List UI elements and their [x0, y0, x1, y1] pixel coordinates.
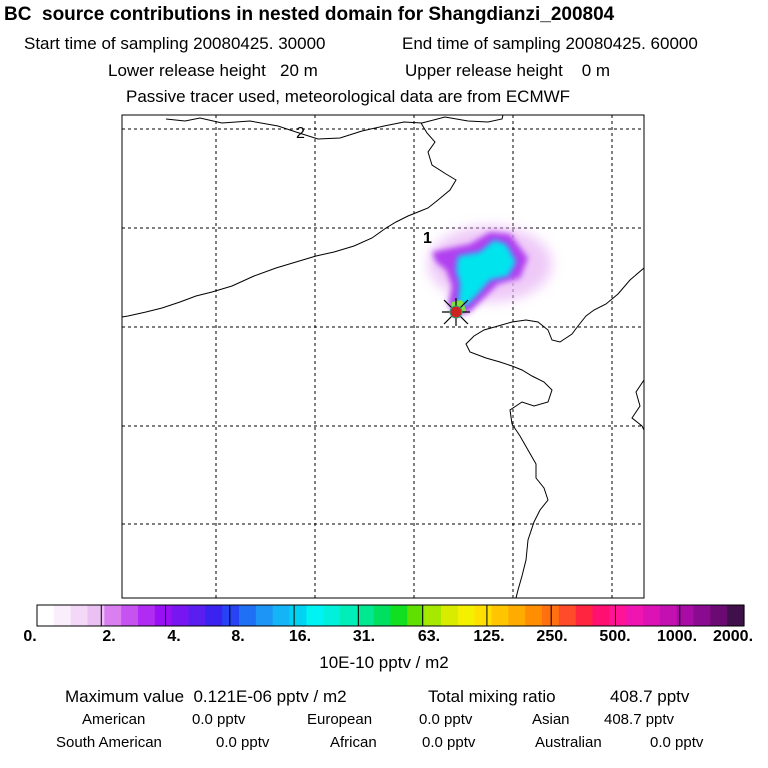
region-value: 0.0 pptv: [419, 711, 473, 728]
tick-label: 63.: [417, 628, 441, 645]
tick-label: 2000.: [712, 628, 754, 645]
grid-label-1: 1: [423, 230, 432, 247]
maximum-value: Maximum value 0.121E-06 pptv / m2: [65, 687, 347, 706]
region-name: American: [82, 711, 146, 728]
colorbar-cell: [255, 605, 274, 626]
colorbar-cell: [205, 605, 223, 626]
colorbar-cell: [609, 605, 627, 626]
tick-label: 1000.: [656, 628, 698, 645]
colorbar-cell: [441, 605, 459, 626]
colorbar-cell: [239, 605, 257, 626]
region-name: European: [307, 711, 373, 728]
receptor-marker: [442, 298, 470, 326]
colorbar-cell: [474, 605, 493, 626]
tick-label: 125.: [473, 628, 505, 645]
colorbar-cell: [390, 605, 408, 626]
colorbar-cell: [508, 605, 526, 626]
end-time: End time of sampling 20080425. 60000: [402, 34, 698, 53]
colorbar-cell: [575, 605, 594, 626]
upper-release-height: Upper release height 0 m: [405, 61, 611, 80]
colorbar-cell: [104, 605, 122, 626]
grid-label-2: 2: [296, 125, 305, 142]
colorbar-cell: [222, 605, 240, 626]
lower-release-height: Lower release height 20 m: [108, 61, 318, 80]
region-value: 0.0 pptv: [216, 734, 270, 751]
colorbar-cell: [306, 605, 324, 626]
region-name: Australian: [535, 734, 602, 751]
map-plot: 2 1: [121, 114, 645, 599]
colorbar-cell: [70, 605, 89, 626]
colorbar-cell: [424, 605, 442, 626]
colorbar-cell: [289, 605, 307, 626]
colorbar-cell: [659, 605, 678, 626]
region-value: 0.0 pptv: [192, 711, 246, 728]
tick-label: 0.: [23, 628, 37, 645]
colorbar-cell: [710, 605, 728, 626]
region-value: 0.0 pptv: [422, 734, 476, 751]
colorbar-cell: [37, 605, 55, 626]
colorbar-cell: [356, 605, 375, 626]
tracer-note: Passive tracer used, meteorological data…: [126, 87, 571, 106]
colorbar-cell: [558, 605, 577, 626]
tick-label: 500.: [599, 628, 631, 645]
colorbar-cell: [121, 605, 139, 626]
colorbar: [36, 604, 745, 627]
colorbar-cell: [323, 605, 341, 626]
colorbar-cell: [154, 605, 173, 626]
colorbar-units: 10E-10 pptv / m2: [319, 653, 449, 672]
colorbar-cell: [626, 605, 644, 626]
colorbar-cell: [53, 605, 72, 626]
region-name: Asian: [532, 711, 570, 728]
tick-label: 4.: [167, 628, 181, 645]
tick-label: 8.: [231, 628, 245, 645]
colorbar-cell: [643, 605, 661, 626]
colorbar-cells: [37, 605, 745, 626]
tick-label: 2.: [102, 628, 116, 645]
colorbar-cell: [340, 605, 358, 626]
region-value: 0.0 pptv: [650, 734, 704, 751]
colorbar-cell: [525, 605, 543, 626]
region-value: 408.7 pptv: [604, 711, 675, 728]
colorbar-cell: [272, 605, 291, 626]
tick-label: 250.: [536, 628, 568, 645]
lat-lon-grid: [122, 115, 644, 598]
colorbar-cell: [373, 605, 392, 626]
tracer-plume: [428, 226, 552, 318]
colorbar-cell: [727, 605, 745, 626]
colorbar-cell: [491, 605, 509, 626]
colorbar-cell: [171, 605, 190, 626]
colorbar-cell: [407, 605, 425, 626]
colorbar-cell: [138, 605, 156, 626]
plot-title: BC source contributions in nested domain…: [4, 4, 615, 25]
colorbar-cell: [676, 605, 695, 626]
colorbar-cell: [693, 605, 711, 626]
start-time: Start time of sampling 20080425. 30000: [24, 34, 326, 53]
region-name: African: [330, 734, 377, 751]
region-name: South American: [56, 734, 162, 751]
colorbar-cell: [87, 605, 105, 626]
colorbar-cell: [592, 605, 610, 626]
tick-label: 16.: [288, 628, 312, 645]
colorbar-cell: [457, 605, 476, 626]
map-frame: [121, 114, 645, 599]
colorbar-cell: [188, 605, 206, 626]
total-mixing-ratio-value: 408.7 pptv: [610, 687, 690, 706]
total-mixing-ratio-label: Total mixing ratio: [428, 687, 556, 706]
tick-label: 31.: [352, 628, 376, 645]
coastlines: [121, 114, 645, 599]
